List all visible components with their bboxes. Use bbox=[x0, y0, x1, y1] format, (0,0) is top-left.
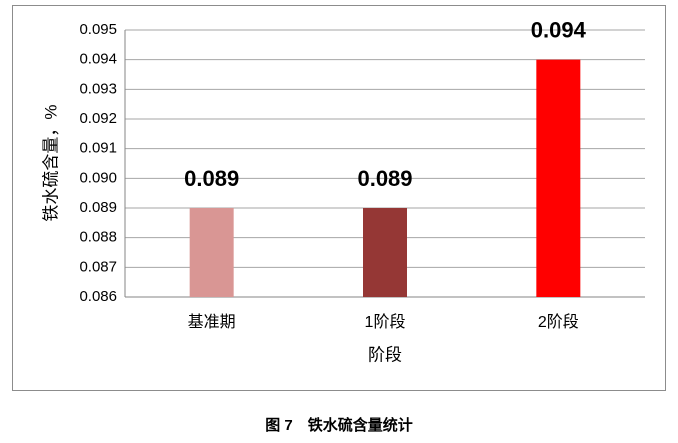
bar bbox=[536, 59, 581, 297]
value-label: 0.094 bbox=[531, 17, 587, 42]
y-tick-label: 0.088 bbox=[79, 229, 117, 246]
x-tick-label: 1阶段 bbox=[365, 313, 406, 331]
y-tick-label: 0.086 bbox=[79, 288, 117, 305]
value-label: 0.089 bbox=[357, 166, 412, 191]
bar bbox=[363, 208, 407, 297]
y-tick-label: 0.095 bbox=[79, 21, 117, 38]
bar bbox=[189, 208, 234, 297]
y-tick-label: 0.094 bbox=[79, 51, 117, 68]
y-tick-label: 0.091 bbox=[79, 140, 117, 157]
y-axis-title: 铁水硫含量，% bbox=[41, 104, 60, 221]
y-tick-label: 0.089 bbox=[79, 199, 117, 216]
x-tick-label: 基准期 bbox=[188, 313, 236, 331]
y-tick-label: 0.090 bbox=[79, 169, 117, 186]
x-tick-label: 2阶段 bbox=[538, 313, 579, 331]
y-tick-label: 0.087 bbox=[79, 258, 117, 275]
x-axis-title: 阶段 bbox=[368, 345, 402, 364]
caption: 图 7 铁水硫含量统计 bbox=[265, 416, 413, 434]
y-tick-label: 0.093 bbox=[79, 80, 117, 97]
y-tick-label: 0.092 bbox=[79, 110, 117, 127]
value-label: 0.089 bbox=[184, 166, 239, 191]
